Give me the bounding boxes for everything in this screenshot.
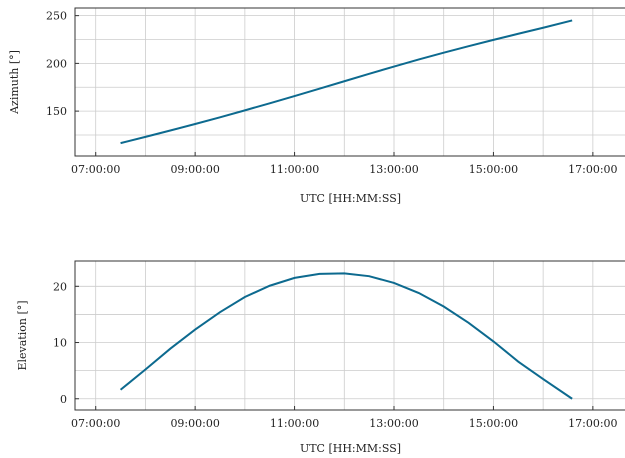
azimuth-chart-panel: 07:00:00 09:00:00 11:00:00 13:00:00 15:00:00… [8, 7, 625, 205]
azimuth-x-tick-label: 15:00:00 [469, 163, 518, 176]
azimuth-y-axis-label: Azimuth [°] [8, 50, 21, 115]
elevation-plot-frame [74, 260, 625, 411]
elevation-chart-panel: 07:00:00 09:00:00 11:00:00 13:00:00 15:00:00… [16, 260, 625, 455]
azimuth-grid [75, 8, 625, 156]
elevation-grid [75, 261, 625, 410]
elevation-x-tick-label: 09:00:00 [170, 417, 219, 430]
elevation-y-tick-label: 0 [60, 393, 67, 406]
azimuth-series-line [120, 19, 573, 145]
azimuth-x-tick-label: 17:00:00 [568, 163, 617, 176]
elevation-x-tick-label: 13:00:00 [369, 417, 418, 430]
azimuth-x-tick-label: 07:00:00 [71, 163, 120, 176]
azimuth-y-tick-label: 150 [46, 105, 67, 118]
elevation-y-tick-label: 10 [53, 337, 67, 350]
azimuth-plot-frame [74, 7, 625, 157]
elevation-y-tick-label: 20 [53, 280, 67, 293]
elevation-x-axis-label: UTC [HH:MM:SS] [300, 442, 401, 455]
elevation-x-tick-label: 07:00:00 [71, 417, 120, 430]
azimuth-x-tick-label: 09:00:00 [170, 163, 219, 176]
elevation-x-tick-label: 11:00:00 [270, 417, 319, 430]
elevation-series-line [119, 272, 573, 400]
elevation-y-axis-label: Elevation [°] [16, 300, 29, 370]
azimuth-y-tick-label: 200 [46, 57, 67, 70]
azimuth-x-tick-label: 11:00:00 [270, 163, 319, 176]
elevation-x-tick-label: 15:00:00 [469, 417, 518, 430]
elevation-x-tick-label: 17:00:00 [568, 417, 617, 430]
azimuth-x-axis-label: UTC [HH:MM:SS] [300, 192, 401, 205]
azimuth-x-tick-label: 13:00:00 [369, 163, 418, 176]
azimuth-y-tick-label: 250 [46, 10, 67, 23]
